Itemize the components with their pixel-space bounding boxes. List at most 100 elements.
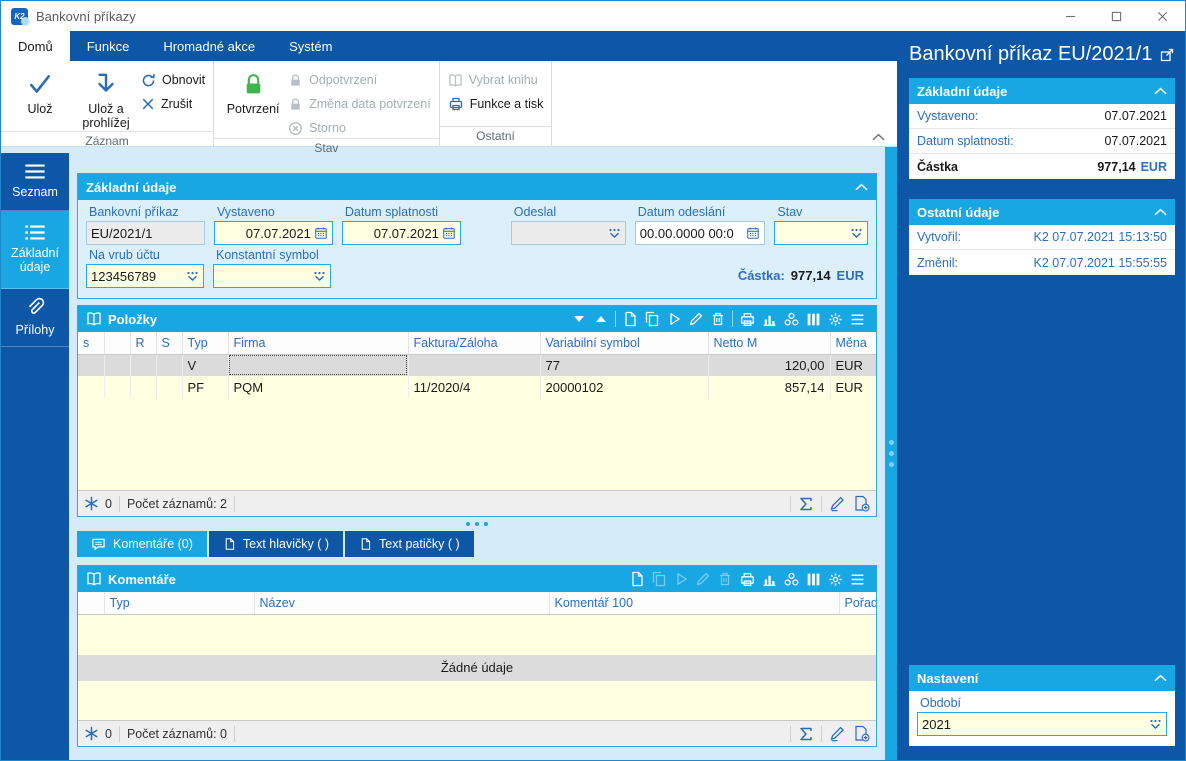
dropdown-icon[interactable] [186, 271, 199, 282]
comments-footer: 0 Počet záznamů: 0 [78, 720, 876, 746]
new-record-icon[interactable] [626, 568, 648, 590]
cancel-button[interactable]: Zrušit [141, 94, 205, 114]
save-and-view-button[interactable]: Ulož a prohlížej [75, 65, 137, 131]
bank-order-field[interactable] [91, 225, 200, 241]
functions-print-button[interactable]: Funkce a tisk [448, 94, 543, 114]
sidebar-item-prilohy[interactable]: Přílohy [1, 289, 69, 347]
chart-icon[interactable] [758, 568, 780, 590]
collapse-icon[interactable] [855, 183, 868, 191]
sort-desc-icon[interactable] [568, 308, 590, 330]
detail-card-ostatni-udaje: Ostatní údaje Vytvořil: K2 07.07.2021 15… [909, 199, 1175, 275]
debit-account-field[interactable] [91, 268, 183, 284]
vertical-splitter[interactable] [885, 147, 897, 760]
ribbon-tab-domu[interactable]: Domů [1, 31, 70, 61]
dropdown-icon[interactable] [608, 228, 621, 239]
sidebar-item-zakladni-udaje[interactable]: Základní údaje [1, 211, 69, 289]
run-icon[interactable] [663, 308, 685, 330]
edit-pen-icon[interactable] [829, 726, 845, 742]
unconfirm-button[interactable]: Odpotvrzení [288, 70, 431, 90]
sum-icon[interactable] [798, 726, 814, 742]
items-panel-title: Položky [108, 311, 158, 327]
run-icon[interactable] [670, 568, 692, 590]
comment-icon [91, 537, 106, 552]
book-icon [86, 571, 102, 587]
sum-icon[interactable] [798, 496, 814, 512]
document-icon [359, 537, 372, 551]
new-note-icon[interactable] [853, 725, 870, 742]
save-button[interactable]: Ulož [9, 65, 71, 116]
asterisk-count: 0 [105, 726, 112, 741]
print-icon[interactable] [736, 308, 758, 330]
horizontal-splitter[interactable] [77, 517, 877, 531]
dropdown-icon[interactable] [1149, 719, 1162, 730]
ribbon-collapse-icon[interactable] [872, 133, 885, 141]
collapse-icon[interactable] [1154, 208, 1167, 216]
copy-record-icon[interactable] [648, 568, 670, 590]
period-field[interactable] [922, 716, 1146, 732]
collapse-icon[interactable] [1154, 674, 1167, 682]
sent-date-field[interactable] [639, 225, 744, 241]
dropdown-icon[interactable] [850, 228, 863, 239]
minimize-button[interactable] [1047, 1, 1093, 31]
list-icon [24, 225, 46, 240]
new-record-icon[interactable] [619, 308, 641, 330]
columns-icon[interactable] [802, 308, 824, 330]
comments-empty-area[interactable] [78, 614, 876, 655]
sidebar-item-seznam[interactable]: Seznam [1, 153, 69, 211]
edit-pen-icon[interactable] [829, 496, 845, 512]
close-button[interactable] [1139, 1, 1185, 31]
confirm-button[interactable]: Potvrzení [222, 65, 284, 116]
open-external-icon[interactable] [1159, 47, 1175, 63]
constant-symbol-field[interactable] [218, 268, 310, 284]
change-confirm-date-button[interactable]: Změna data potvrzení [288, 94, 431, 114]
maximize-button[interactable] [1093, 1, 1139, 31]
field-label: Datum odeslání [637, 205, 726, 219]
calendar-icon[interactable] [442, 226, 456, 240]
tab-text-paticky[interactable]: Text patičky ( ) [345, 531, 474, 557]
batch-jobs-icon[interactable] [780, 308, 802, 330]
collapse-icon[interactable] [1154, 87, 1167, 95]
grid-menu-icon[interactable] [846, 568, 868, 590]
select-book-button[interactable]: Vybrat knihu [448, 70, 544, 90]
delete-icon[interactable] [707, 308, 729, 330]
chart-icon[interactable] [758, 308, 780, 330]
table-row[interactable]: V 77 120,00 EUR [78, 354, 876, 376]
new-note-icon[interactable] [853, 495, 870, 512]
calendar-icon[interactable] [746, 226, 760, 240]
batch-jobs-icon[interactable] [780, 568, 802, 590]
tab-komentare[interactable]: Komentáře (0) [77, 531, 207, 557]
sent-by-field[interactable] [515, 225, 605, 241]
settings-gear-icon[interactable] [824, 308, 846, 330]
refresh-button[interactable]: Obnovit [141, 70, 205, 90]
calendar-icon[interactable] [314, 226, 328, 240]
due-date-field[interactable] [346, 225, 439, 241]
ribbon-tab-system[interactable]: Systém [289, 38, 333, 54]
delete-icon[interactable] [714, 568, 736, 590]
status-field[interactable] [779, 225, 847, 241]
columns-icon[interactable] [802, 568, 824, 590]
ribbon-tab-hromadne-akce[interactable]: Hromadné akce [163, 38, 256, 54]
comments-empty-area[interactable] [78, 680, 876, 720]
settings-gear-icon[interactable] [824, 568, 846, 590]
sort-asc-icon[interactable] [590, 308, 612, 330]
print-icon[interactable] [736, 568, 758, 590]
dropdown-icon[interactable] [313, 271, 326, 282]
copy-record-icon[interactable] [641, 308, 663, 330]
field-label: Na vrub účtu [89, 248, 160, 262]
storno-button[interactable]: Storno [288, 118, 431, 138]
table-row[interactable]: PF PQM 11/2020/4 20000102 857,14 EUR [78, 376, 876, 398]
issued-date-field[interactable] [218, 225, 311, 241]
grid-menu-icon[interactable] [846, 308, 868, 330]
field-label: Vystaveno [216, 205, 275, 219]
field-label: Stav [777, 205, 803, 219]
edit-icon[interactable] [692, 568, 714, 590]
window-title: Bankovní příkazy [36, 8, 136, 24]
tab-text-hlavicky[interactable]: Text hlavičky ( ) [208, 531, 344, 557]
comments-panel-title: Komentáře [108, 571, 176, 587]
items-empty-area[interactable] [78, 398, 876, 490]
detail-sidebar: Bankovní příkaz EU/2021/1 Základní údaje… [897, 31, 1185, 760]
ribbon-tab-funkce[interactable]: Funkce [86, 38, 130, 54]
edit-icon[interactable] [685, 308, 707, 330]
asterisk-icon[interactable] [84, 496, 99, 511]
asterisk-icon[interactable] [84, 726, 99, 741]
